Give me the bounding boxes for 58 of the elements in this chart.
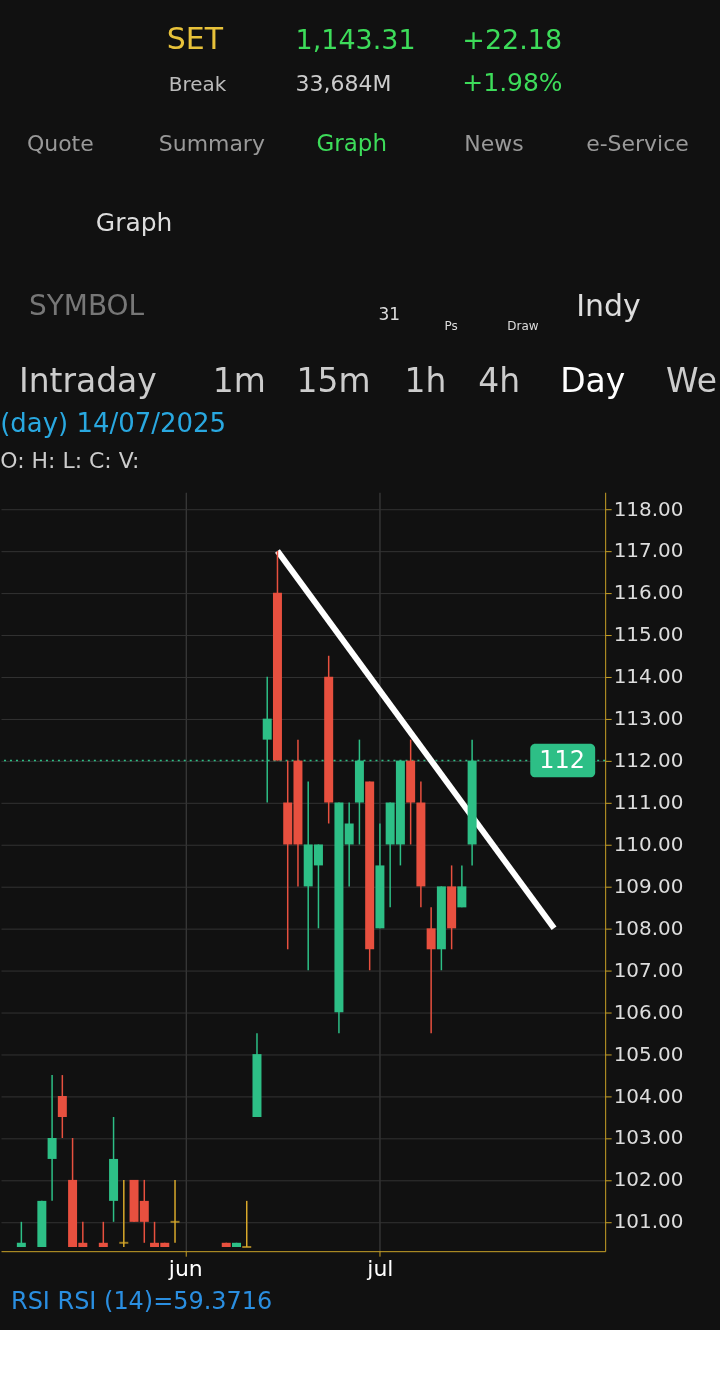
y-tick-label: 107.00 [613, 957, 684, 982]
chart-subtitle: O: H: L: C: V: [0, 447, 140, 473]
text: 15m [296, 361, 371, 401]
y-tick-label: 117.00 [613, 538, 684, 563]
text: 31 [378, 304, 401, 325]
x-tick-label: jul [366, 1255, 394, 1281]
candlestick [98, 1221, 108, 1248]
chart-title: (day) 14/07/2025 [0, 407, 227, 438]
candlestick [344, 801, 354, 888]
candlestick [242, 1200, 252, 1248]
text: We [666, 361, 717, 401]
candlestick [119, 1179, 129, 1248]
text: 33,684M [295, 70, 392, 96]
text: 1h [404, 361, 447, 401]
candlestick [57, 1074, 67, 1139]
y-tick-label: 110.00 [613, 831, 684, 856]
y-tick-label: 113.00 [613, 706, 684, 731]
text: Day [560, 361, 626, 401]
text: SYMBOL [28, 289, 145, 323]
y-tick-label: 103.00 [613, 1125, 684, 1150]
text: Draw [507, 319, 539, 334]
text: e-Service [586, 130, 689, 156]
text: Break [168, 71, 227, 96]
candlestick [457, 864, 467, 909]
text: +22.18 [462, 23, 563, 55]
candlestick [426, 906, 436, 1034]
y-tick-label: 116.00 [613, 580, 684, 605]
text: SET [166, 20, 224, 56]
y-tick-label: 115.00 [613, 622, 684, 647]
text: Summary [158, 130, 265, 156]
text: Quote [26, 130, 94, 156]
y-tick-label: 118.00 [613, 496, 684, 521]
y-tick-label: 104.00 [613, 1083, 684, 1108]
y-tick-label: 114.00 [613, 664, 684, 689]
y-tick-label: 112.00 [613, 748, 684, 773]
text: Intraday [18, 361, 157, 401]
y-tick-label: 108.00 [613, 915, 684, 940]
y-tick-label: 106.00 [613, 999, 684, 1024]
y-tick-label: 111.00 [613, 790, 684, 815]
x-tick-label: jun [167, 1255, 203, 1281]
y-tick-label: 105.00 [613, 1041, 684, 1066]
text: +1.98% [462, 67, 563, 97]
y-tick-label: 109.00 [613, 873, 684, 898]
candlestick [16, 1221, 26, 1248]
text: Graph [316, 129, 387, 156]
y-tick-label: 101.00 [613, 1209, 684, 1234]
text: Graph [95, 207, 173, 237]
text: Indy [576, 288, 641, 324]
text: Ps [444, 319, 458, 334]
candlestick [170, 1179, 180, 1244]
text: 4h [478, 361, 521, 401]
text: RSI RSI (14)=59.3716 [10, 1287, 273, 1316]
candlestick [47, 1074, 57, 1202]
ref-line-label: 112 [539, 745, 586, 774]
y-tick-label: 102.00 [613, 1167, 684, 1192]
text: 1,143.31 [295, 23, 416, 55]
text: 1m [212, 361, 266, 401]
text: News [464, 130, 524, 156]
